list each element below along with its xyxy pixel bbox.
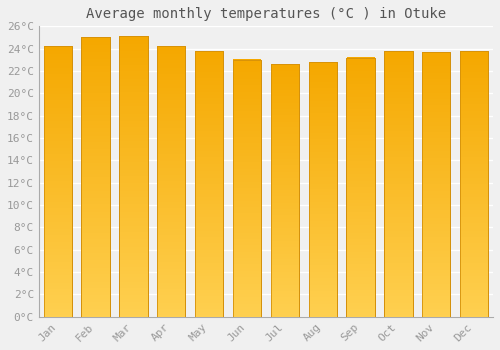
- Bar: [384, 51, 412, 317]
- Bar: [195, 51, 224, 317]
- Bar: [44, 47, 72, 317]
- Bar: [346, 57, 375, 317]
- Bar: [384, 51, 412, 317]
- Bar: [233, 60, 261, 317]
- Bar: [308, 62, 337, 317]
- Bar: [157, 47, 186, 317]
- Bar: [270, 64, 299, 317]
- Bar: [82, 37, 110, 317]
- Bar: [119, 36, 148, 317]
- Bar: [119, 36, 148, 317]
- Bar: [233, 60, 261, 317]
- Bar: [308, 62, 337, 317]
- Title: Average monthly temperatures (°C ) in Otuke: Average monthly temperatures (°C ) in Ot…: [86, 7, 446, 21]
- Bar: [422, 52, 450, 317]
- Bar: [157, 47, 186, 317]
- Bar: [460, 51, 488, 317]
- Bar: [195, 51, 224, 317]
- Bar: [346, 57, 375, 317]
- Bar: [460, 51, 488, 317]
- Bar: [82, 37, 110, 317]
- Bar: [44, 47, 72, 317]
- Bar: [270, 64, 299, 317]
- Bar: [422, 52, 450, 317]
